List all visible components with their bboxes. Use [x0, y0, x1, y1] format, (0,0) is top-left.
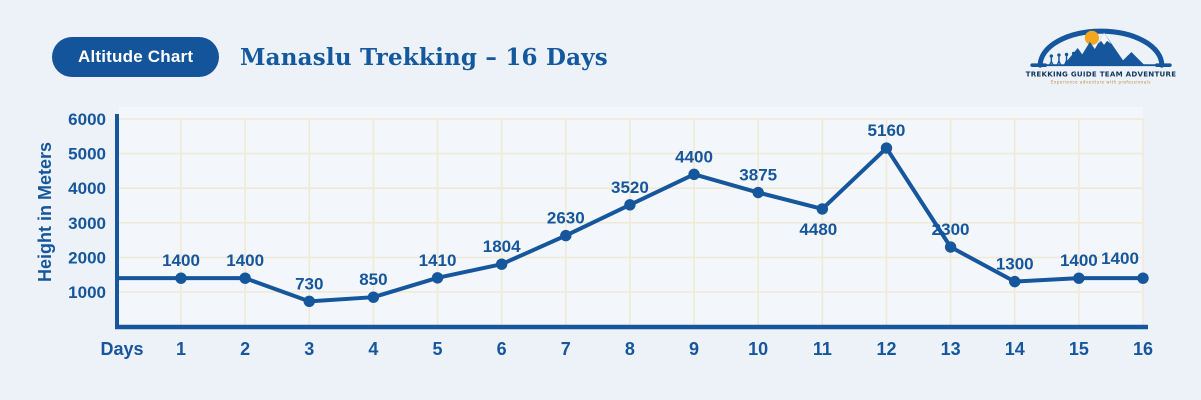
- x-tick-label-15: 15: [1069, 339, 1089, 359]
- hikers-icons: [1048, 51, 1077, 66]
- mountain-main-snowcap: [1097, 32, 1112, 45]
- data-point-day-16: [1137, 272, 1149, 284]
- data-point-day-1: [175, 272, 187, 284]
- data-point-day-6: [495, 258, 508, 270]
- data-point-day-14: [1009, 275, 1021, 288]
- value-label-day-15: 1400: [1060, 251, 1098, 270]
- x-tick-label-3: 3: [304, 339, 314, 359]
- x-tick-label-5: 5: [433, 339, 443, 359]
- value-label-day-11: 4480: [799, 220, 837, 239]
- value-label-day-4: 850: [359, 270, 387, 289]
- value-label-day-8: 3520: [611, 178, 649, 197]
- y-axis-title: Height in Meters: [35, 142, 55, 282]
- x-tick-label-12: 12: [876, 339, 896, 359]
- data-point-day-11: [816, 203, 829, 215]
- value-label-day-16: 1400: [1101, 249, 1139, 268]
- x-tick-label-4: 4: [368, 339, 378, 359]
- data-point-day-12: [880, 142, 893, 154]
- x-tick-label-14: 14: [1005, 339, 1025, 359]
- x-tick-label-8: 8: [625, 339, 635, 359]
- x-tick-label-11: 11: [813, 339, 832, 359]
- company-logo: TREKKING GUIDE TEAM ADVENTURE Experience…: [1025, 14, 1177, 90]
- value-label-day-12: 5160: [868, 121, 906, 140]
- x-tick-label-7: 7: [561, 339, 571, 359]
- value-label-day-5: 1410: [419, 251, 457, 270]
- value-label-day-6: 1804: [483, 237, 521, 256]
- mountain-right: [1118, 52, 1145, 66]
- value-label-day-1: 1400: [162, 251, 200, 270]
- x-axis-title: Days: [100, 339, 143, 359]
- y-tick-label-4000: 4000: [68, 179, 106, 198]
- data-point-day-2: [239, 272, 251, 284]
- data-point-day-15: [1073, 272, 1085, 284]
- logo-dome-arc: [1037, 28, 1165, 68]
- data-point-day-5: [431, 272, 444, 284]
- data-point-day-10: [752, 186, 764, 199]
- altitude-chart-badge: Altitude Chart: [52, 37, 220, 77]
- value-label-day-2: 1400: [226, 251, 264, 270]
- data-point-day-3: [303, 295, 315, 308]
- sun-icon: [1084, 30, 1099, 45]
- page-title: Manaslu Trekking – 16 Days: [240, 44, 608, 71]
- x-tick-label-2: 2: [240, 339, 250, 359]
- x-tick-label-13: 13: [941, 339, 961, 359]
- x-tick-label-10: 10: [748, 339, 768, 359]
- data-point-day-9: [688, 168, 700, 181]
- value-label-day-13: 2300: [932, 220, 970, 239]
- value-label-day-3: 730: [295, 274, 323, 293]
- value-label-day-10: 3875: [739, 166, 777, 185]
- plot-area: [119, 107, 1143, 325]
- value-label-day-9: 4400: [675, 147, 713, 166]
- data-point-day-4: [367, 291, 380, 303]
- value-label-day-14: 1300: [996, 255, 1034, 274]
- x-tick-label-9: 9: [689, 339, 699, 359]
- y-tick-label-1000: 1000: [68, 283, 106, 302]
- y-tick-label-5000: 5000: [68, 145, 106, 164]
- logo-name: TREKKING GUIDE TEAM ADVENTURE: [1026, 69, 1177, 78]
- logo-tagline: Experience adventure with professionals: [1051, 79, 1151, 84]
- logo-graphic: TREKKING GUIDE TEAM ADVENTURE Experience…: [1026, 28, 1177, 84]
- value-label-day-7: 2630: [547, 209, 585, 228]
- y-tick-label-6000: 6000: [68, 110, 106, 129]
- mountain-main: [1085, 32, 1127, 66]
- x-tick-label-6: 6: [497, 339, 507, 359]
- data-point-day-13: [944, 241, 957, 253]
- y-tick-label-3000: 3000: [68, 214, 106, 233]
- x-tick-label-1: 1: [176, 339, 186, 359]
- data-point-day-7: [560, 229, 572, 242]
- x-tick-label-16: 16: [1133, 339, 1153, 359]
- data-point-day-8: [624, 199, 636, 211]
- y-tick-label-2000: 2000: [68, 248, 106, 267]
